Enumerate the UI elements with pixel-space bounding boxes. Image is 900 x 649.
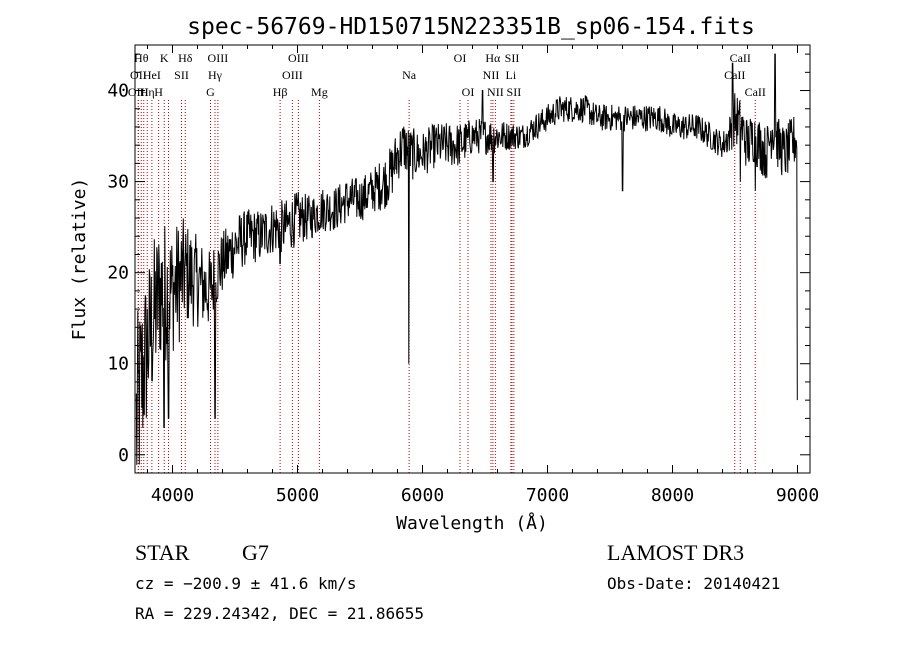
spectral-line-label: Hη (140, 85, 155, 99)
x-tick-label: 9000 (776, 485, 819, 506)
spectral-line-label: HeI (143, 68, 161, 82)
spectral-line-label: NII (483, 68, 500, 82)
x-tick-label: 4000 (151, 485, 194, 506)
y-axis-ticks: 0 10 20 30 40 (107, 53, 810, 466)
spectral-line-label: SII (505, 51, 520, 65)
x-axis-label: Wavelength (Å) (396, 512, 548, 534)
x-tick-label: 8000 (651, 485, 694, 506)
survey-name: LAMOST DR3 (607, 540, 745, 565)
spectral-line-label: K (160, 51, 169, 65)
redshift-velocity: cz = −200.9 ± 41.6 km/s (135, 574, 357, 593)
y-tick-label: 0 (118, 445, 129, 466)
spectral-line-label: OI (454, 51, 467, 65)
spectral-line-label: Hγ (208, 68, 223, 82)
subclass: G7 (242, 540, 269, 565)
spectral-line-label: H (154, 85, 163, 99)
spectral-line-label: NII (487, 85, 504, 99)
y-tick-label: 30 (107, 172, 129, 193)
observation-date: Obs-Date: 20140421 (607, 574, 781, 593)
object-class: STAR (135, 540, 190, 565)
sky-coordinates: RA = 229.24342, DEC = 21.86655 (135, 604, 424, 623)
spectral-line-label: Hθ (134, 51, 149, 65)
spectral-line-markers (137, 100, 756, 473)
chart-title: spec-56769-HD150715N223351B_sp06-154.fit… (187, 14, 755, 40)
spectral-line-label: OII (130, 68, 147, 82)
flux-series-line (135, 53, 798, 465)
plot-frame (134, 44, 811, 474)
x-axis-ticks: 4000 5000 6000 7000 8000 9000 (147, 45, 819, 506)
spectral-line-label: Mg (311, 85, 328, 99)
spectral-line-label: OIII (208, 51, 229, 65)
spectral-line-label: SII (507, 85, 522, 99)
spectral-line-label: Na (402, 68, 417, 82)
spectral-line-label: OIII (282, 68, 303, 82)
spectral-line-label: Li (506, 68, 517, 82)
y-axis-label: Flux (relative) (69, 178, 90, 341)
spectral-line-label: OIII (128, 85, 149, 99)
x-tick-label: 7000 (526, 485, 569, 506)
spectral-line-label: CaII (724, 68, 745, 82)
spectral-line-label: CaII (745, 85, 766, 99)
x-tick-label: 6000 (401, 485, 444, 506)
spectral-line-label: Hα (485, 51, 501, 65)
spectral-line-label: Hβ (273, 85, 288, 99)
spectral-line-labels: HθOIIOIIIHηHeIHKSIIHδGHγOIIIHβOIIIOIIIMg… (128, 51, 766, 99)
y-tick-label: 10 (107, 354, 129, 375)
spectral-line-label: OIII (288, 51, 309, 65)
y-tick-label: 40 (107, 81, 129, 102)
spectral-line-label: SII (174, 68, 189, 82)
spectral-line-label: CaII (730, 51, 751, 65)
spectral-line-label: OI (462, 85, 475, 99)
spectral-line-label: Hδ (178, 51, 193, 65)
y-tick-label: 20 (107, 263, 129, 284)
x-tick-label: 5000 (276, 485, 319, 506)
spectral-line-label: G (206, 85, 215, 99)
